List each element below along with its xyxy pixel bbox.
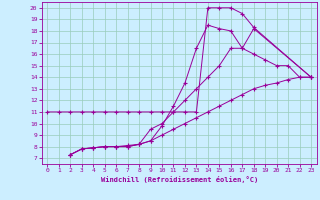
- X-axis label: Windchill (Refroidissement éolien,°C): Windchill (Refroidissement éolien,°C): [100, 176, 258, 183]
